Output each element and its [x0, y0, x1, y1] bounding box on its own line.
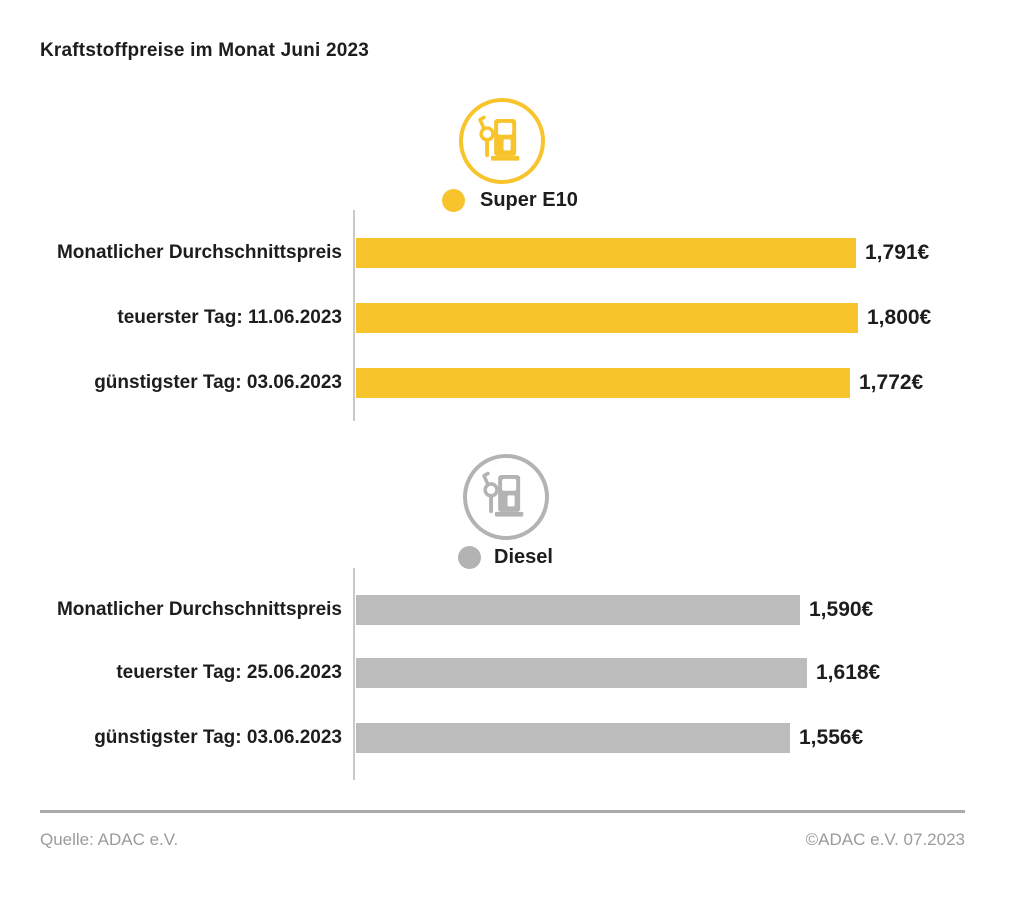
bar-value: 1,556€ — [799, 726, 864, 749]
bar-row-diesel-avg: Monatlicher Durchschnittspreis 1,590€ — [0, 595, 1024, 625]
legend-label-diesel: Diesel — [494, 546, 553, 568]
bar-value: 1,618€ — [816, 661, 881, 684]
fuel-pump-icon-diesel — [463, 454, 549, 540]
source-label: Quelle: ADAC e.V. — [40, 830, 179, 849]
bar-label: günstigster Tag: 03.06.2023 — [94, 727, 342, 748]
bar-value: 1,791€ — [865, 241, 930, 264]
bar-diesel-avg — [356, 595, 800, 625]
bar-diesel-min — [356, 723, 790, 753]
bar-row-diesel-min: günstigster Tag: 03.06.2023 1,556€ — [0, 723, 1024, 753]
copyright-label: ©ADAC e.V. 07.2023 — [805, 830, 965, 849]
legend-label-super-e10: Super E10 — [480, 189, 578, 211]
page-title: Kraftstoffpreise im Monat Juni 2023 — [40, 40, 370, 61]
bar-label: günstigster Tag: 03.06.2023 — [94, 372, 342, 393]
bar-row-super-e10-min: günstigster Tag: 03.06.2023 1,772€ — [0, 368, 1024, 398]
bar-value: 1,590€ — [809, 598, 874, 621]
bar-value: 1,772€ — [859, 371, 924, 394]
bar-label: Monatlicher Durchschnittspreis — [56, 599, 342, 620]
fuel-pump-icon-super-e10 — [459, 98, 545, 184]
legend-dot-icon-diesel — [458, 546, 481, 569]
bar-row-super-e10-avg: Monatlicher Durchschnittspreis 1,791€ — [0, 238, 1024, 268]
bar-label: teuerster Tag: 11.06.2023 — [117, 307, 342, 328]
bar-diesel-max — [356, 658, 807, 688]
bar-label: Monatlicher Durchschnittspreis — [56, 242, 342, 263]
fuel-pump-icon-glyph — [478, 115, 520, 161]
bar-value: 1,800€ — [867, 306, 932, 329]
bar-row-diesel-max: teuerster Tag: 25.06.2023 1,618€ — [0, 658, 1024, 688]
axis-line-super-e10 — [353, 210, 355, 421]
bar-row-super-e10-max: teuerster Tag: 11.06.2023 1,800€ — [0, 303, 1024, 333]
bar-super-e10-min — [356, 368, 850, 398]
footer-divider — [40, 810, 965, 813]
bar-label: teuerster Tag: 25.06.2023 — [116, 662, 342, 683]
axis-line-diesel — [353, 568, 355, 780]
legend-dot-icon-super-e10 — [442, 189, 465, 212]
bar-super-e10-avg — [356, 238, 856, 268]
bar-super-e10-max — [356, 303, 858, 333]
fuel-pump-icon-glyph — [482, 471, 524, 517]
